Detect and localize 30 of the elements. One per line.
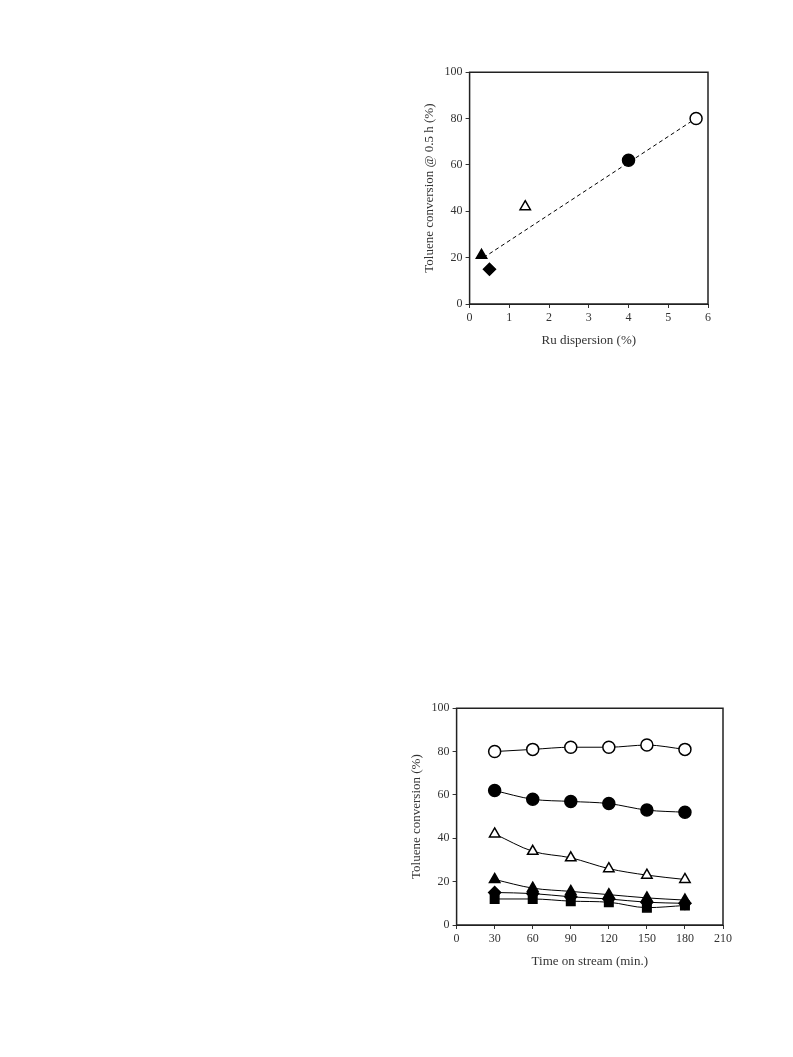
x-axis-title: Time on stream (min.) bbox=[531, 952, 649, 968]
x-tick-label: 90 bbox=[564, 931, 577, 946]
y-tick-label: 100 bbox=[444, 64, 463, 79]
x-tick-label: 5 bbox=[665, 310, 672, 325]
x-axis-title: Ru dispersion (%) bbox=[541, 331, 637, 347]
x-tick-label: 2 bbox=[546, 310, 553, 325]
y-tick-label: 0 bbox=[443, 917, 450, 932]
x-tick-label: 3 bbox=[585, 310, 592, 325]
x-tick-label: 0 bbox=[466, 310, 473, 325]
y-tick-label: 40 bbox=[450, 203, 463, 218]
x-tick-label: 6 bbox=[705, 310, 711, 325]
x-tick-label: 120 bbox=[599, 931, 618, 946]
y-tick-label: 80 bbox=[450, 110, 463, 125]
y-tick-label: 60 bbox=[437, 787, 450, 802]
y-tick-label: 20 bbox=[450, 249, 463, 264]
y-tick-label: 100 bbox=[431, 700, 450, 715]
x-tick-label: 4 bbox=[625, 310, 632, 325]
y-tick-label: 80 bbox=[437, 743, 450, 758]
y-tick-label: 40 bbox=[437, 830, 450, 845]
x-tick-label: 60 bbox=[526, 931, 539, 946]
y-axis-title: Toluene conversion @ 0.5 h (%) bbox=[421, 103, 437, 273]
x-tick-label: 1 bbox=[506, 310, 513, 325]
x-tick-label: 150 bbox=[637, 931, 656, 946]
x-tick-label: 30 bbox=[488, 931, 501, 946]
x-tick-label: 210 bbox=[714, 931, 732, 946]
y-tick-label: 0 bbox=[456, 296, 463, 311]
y-tick-label: 60 bbox=[450, 157, 463, 172]
y-axis-title: Toluene conversion (%) bbox=[408, 754, 424, 879]
x-tick-label: 180 bbox=[675, 931, 694, 946]
y-tick-label: 20 bbox=[437, 873, 450, 888]
